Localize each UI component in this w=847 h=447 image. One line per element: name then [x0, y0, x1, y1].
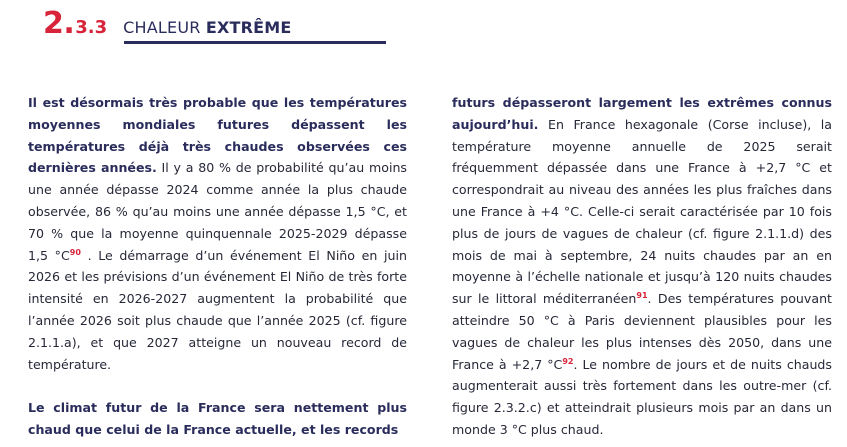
- left-paragraph-1: Il est désormais très probable que les t…: [28, 92, 407, 375]
- footnote-92: 92: [562, 356, 574, 366]
- section-title: CHALEUR EXTRÊME: [123, 18, 291, 37]
- section-number-major: 2.: [43, 6, 75, 41]
- section-title-bold: EXTRÊME: [205, 18, 292, 37]
- right-paragraph-text-b: . Des températures pouvant atteindre 50 …: [452, 291, 832, 372]
- right-paragraph-lead: futurs dépasseront largement les extrême…: [452, 95, 832, 132]
- left-paragraph-1-lead: Il est désormais très probable que les t…: [28, 95, 407, 176]
- left-paragraph-2-lead: Le climat futur de la France sera nettem…: [28, 400, 407, 437]
- right-column: futurs dépasseront largement les extrême…: [452, 92, 832, 441]
- section-header: 2. 3.3 CHALEUR EXTRÊME: [43, 6, 292, 41]
- right-paragraph-text-c: . Le nombre de jours et de nuits chauds …: [452, 356, 832, 437]
- left-paragraph-2: Le climat futur de la France sera nettem…: [28, 397, 407, 441]
- right-paragraph: futurs dépasseront largement les extrême…: [452, 92, 832, 441]
- header-underline: [124, 41, 386, 44]
- left-paragraph-1-text-a: Il y a 80 % de probabilité qu’au moins u…: [28, 160, 407, 263]
- left-column: Il est désormais très probable que les t…: [28, 92, 407, 441]
- footnote-91: 91: [636, 291, 648, 301]
- section-number-minor: 3.3: [75, 17, 108, 38]
- right-paragraph-text-a: En France hexagonale (Corse incluse), la…: [452, 116, 832, 307]
- left-paragraph-1-text-b: . Le démarrage d’un événement El Niño en…: [28, 247, 407, 372]
- footnote-90: 90: [69, 247, 81, 257]
- section-title-normal: CHALEUR: [123, 18, 201, 37]
